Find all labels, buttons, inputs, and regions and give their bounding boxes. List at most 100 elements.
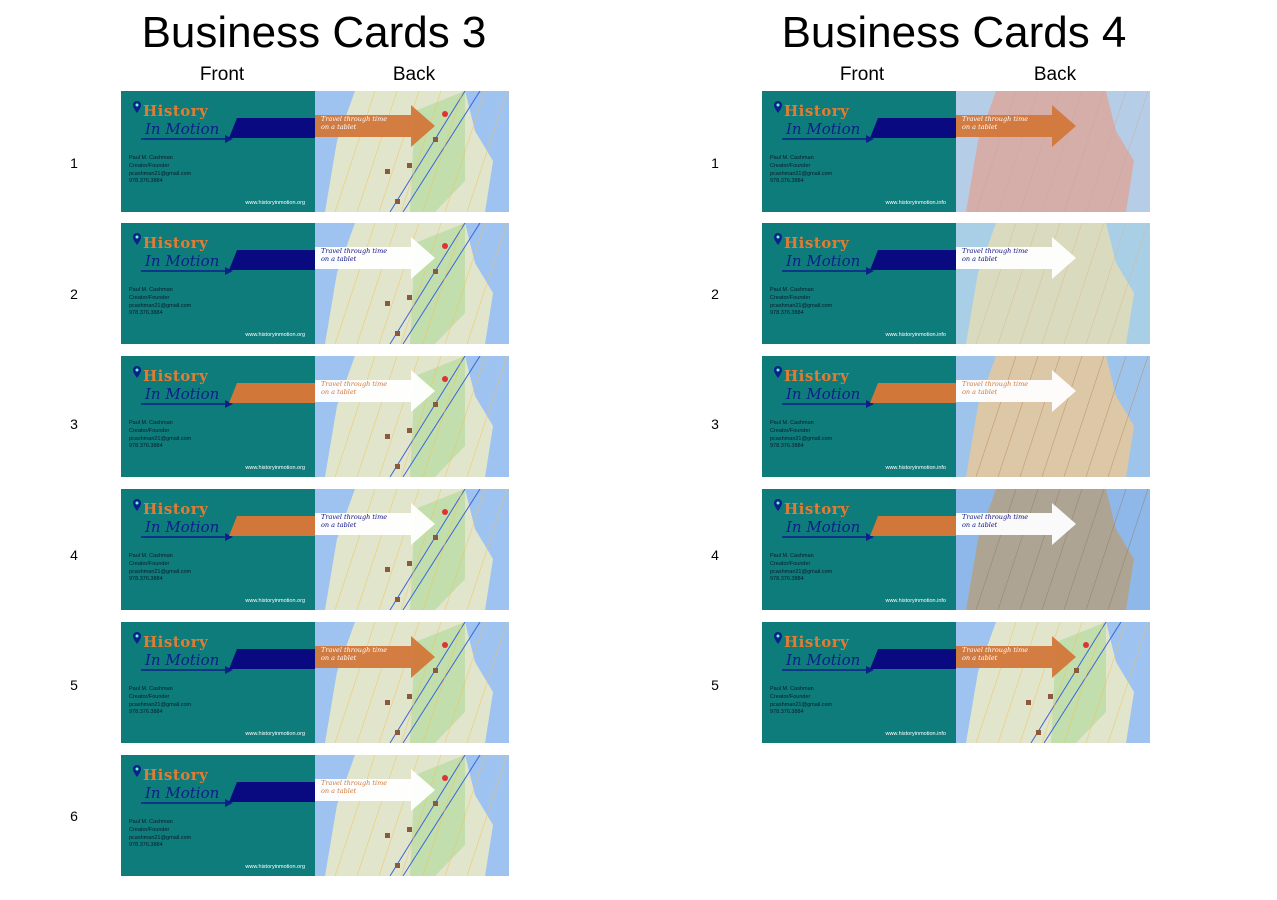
card-front: History In Motion Paul M. Cashman Creato… <box>121 223 315 344</box>
tagline-line-1: Travel through time <box>962 513 1029 521</box>
card-row-number: 1 <box>70 155 78 171</box>
contact-name: Paul M. Cashman <box>129 553 173 559</box>
back-banner-arrow <box>315 237 435 279</box>
contact-role: Creator/Founder <box>129 427 170 434</box>
contact-info: Paul M. Cashman Creator/Founder pcashman… <box>129 819 191 850</box>
front-banner-arrow <box>870 250 956 270</box>
logo-history-text: History <box>784 633 850 651</box>
back-banner-arrow <box>956 636 1076 678</box>
contact-email: pcashman21@gmail.com <box>770 568 833 575</box>
contact-name: Paul M. Cashman <box>129 819 173 825</box>
logo-motion-text: In Motion <box>786 651 861 669</box>
back-tagline: Travel through time on a tablet <box>321 513 387 529</box>
back-tagline: Travel through time on a tablet <box>321 115 387 131</box>
website-url: www.historyinmotion.org <box>245 598 305 604</box>
history-in-motion-logo: History In Motion <box>768 362 874 410</box>
logo-underline-arrow-icon <box>782 267 874 275</box>
card-back: Travel through time on a tablet <box>956 356 1150 477</box>
map-pin-icon <box>133 765 141 777</box>
website-url: www.historyinmotion.info <box>885 200 946 206</box>
tagline-line-2: on a tablet <box>962 521 998 529</box>
contact-email: pcashman21@gmail.com <box>770 701 833 708</box>
logo-underline-arrow-icon <box>782 135 874 143</box>
contact-info: Paul M. Cashman Creator/Founder pcashman… <box>770 686 832 717</box>
card-back: Travel through time on a tablet <box>315 489 509 610</box>
back-tagline: Travel through time on a tablet <box>321 779 387 795</box>
tagline-line-1: Travel through time <box>962 115 1029 123</box>
card-front: History In Motion Paul M. Cashman Creato… <box>121 755 315 876</box>
contact-info: Paul M. Cashman Creator/Founder pcashman… <box>129 686 191 717</box>
website-url: www.historyinmotion.org <box>245 731 305 737</box>
tagline-line-1: Travel through time <box>321 380 388 388</box>
contact-phone: 978.376.3884 <box>129 178 163 185</box>
card-back: Travel through time on a tablet <box>315 755 509 876</box>
contact-name: Paul M. Cashman <box>129 287 173 293</box>
contact-phone: 978.376.3884 <box>129 709 163 716</box>
front-banner-arrow <box>229 516 315 536</box>
contact-email: pcashman21@gmail.com <box>129 302 192 309</box>
front-banner-arrow <box>229 118 315 138</box>
website-url: www.historyinmotion.info <box>885 598 946 604</box>
contact-phone: 978.376.3884 <box>770 310 804 317</box>
history-in-motion-logo: History In Motion <box>127 97 233 145</box>
back-tagline: Travel through time on a tablet <box>321 380 387 396</box>
history-in-motion-logo: History In Motion <box>127 229 233 277</box>
map-pin-icon <box>774 632 782 644</box>
logo-motion-text: In Motion <box>145 651 220 669</box>
website-url: www.historyinmotion.info <box>885 332 946 338</box>
map-pin-icon <box>133 632 141 644</box>
contact-role: Creator/Founder <box>770 162 811 169</box>
front-banner-arrow <box>870 118 956 138</box>
tagline-line-2: on a tablet <box>321 255 357 263</box>
history-in-motion-logo: History In Motion <box>768 495 874 543</box>
contact-name: Paul M. Cashman <box>129 155 173 161</box>
map-pin-icon <box>774 499 782 511</box>
website-url: www.historyinmotion.info <box>885 731 946 737</box>
tagline-line-2: on a tablet <box>321 388 357 396</box>
business-card-pair: History In Motion Paul M. Cashman Creato… <box>121 755 509 876</box>
business-card-pair: History In Motion Paul M. Cashman Creato… <box>121 489 509 610</box>
logo-underline-arrow-icon <box>782 400 874 408</box>
logo-underline-arrow-icon <box>782 666 874 674</box>
card-back: Travel through time on a tablet <box>956 91 1150 212</box>
contact-role: Creator/Founder <box>129 693 170 700</box>
logo-history-text: History <box>143 766 209 784</box>
card-row-number: 2 <box>70 286 78 302</box>
map-pin-icon <box>133 233 141 245</box>
card-row-number: 6 <box>70 808 78 824</box>
logo-motion-text: In Motion <box>786 518 861 536</box>
business-card-pair: History In Motion Paul M. Cashman Creato… <box>121 356 509 477</box>
contact-phone: 978.376.3884 <box>129 310 163 317</box>
tagline-line-1: Travel through time <box>962 247 1029 255</box>
contact-email: pcashman21@gmail.com <box>129 435 192 442</box>
card-back: Travel through time on a tablet <box>315 356 509 477</box>
tagline-line-2: on a tablet <box>962 388 998 396</box>
back-banner-arrow <box>315 769 435 811</box>
logo-underline-arrow-icon <box>141 400 233 408</box>
tagline-line-1: Travel through time <box>321 779 388 787</box>
right-front-label: Front <box>839 64 885 85</box>
contact-info: Paul M. Cashman Creator/Founder pcashman… <box>770 287 832 318</box>
card-front: History In Motion Paul M. Cashman Creato… <box>762 356 956 477</box>
card-back: Travel through time on a tablet <box>956 489 1150 610</box>
card-back: Travel through time on a tablet <box>956 622 1150 743</box>
tagline-line-1: Travel through time <box>321 646 388 654</box>
logo-underline-arrow-icon <box>782 533 874 541</box>
contact-email: pcashman21@gmail.com <box>770 170 833 177</box>
right-back-label: Back <box>1033 64 1077 85</box>
history-in-motion-logo: History In Motion <box>768 229 874 277</box>
front-banner-arrow <box>229 649 315 669</box>
contact-info: Paul M. Cashman Creator/Founder pcashman… <box>129 155 191 186</box>
logo-history-text: History <box>143 102 209 120</box>
tagline-line-1: Travel through time <box>321 115 388 123</box>
website-url: www.historyinmotion.org <box>245 200 305 206</box>
website-url: www.historyinmotion.org <box>245 465 305 471</box>
left-back-label: Back <box>392 64 436 85</box>
card-row-number: 4 <box>70 547 78 563</box>
back-tagline: Travel through time on a tablet <box>321 247 387 263</box>
business-card-pair: History In Motion Paul M. Cashman Creato… <box>762 489 1150 610</box>
business-card-pair: History In Motion Paul M. Cashman Creato… <box>762 356 1150 477</box>
contact-email: pcashman21@gmail.com <box>770 302 833 309</box>
contact-role: Creator/Founder <box>770 427 811 434</box>
logo-underline-arrow-icon <box>141 267 233 275</box>
